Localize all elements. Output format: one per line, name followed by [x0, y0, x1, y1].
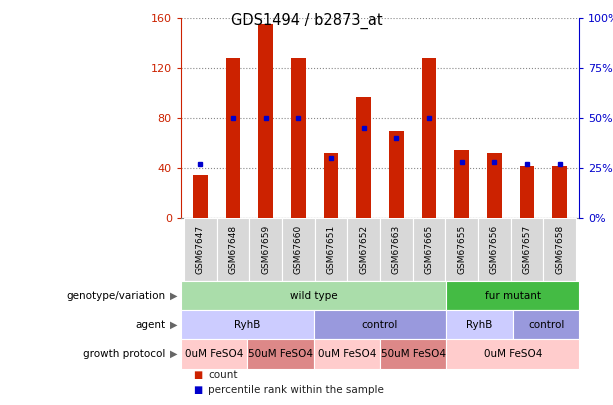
- Text: 0uM FeSO4: 0uM FeSO4: [185, 349, 243, 359]
- Bar: [324, 153, 338, 218]
- Text: ▶: ▶: [170, 320, 177, 330]
- Text: growth protocol: growth protocol: [83, 349, 166, 359]
- Text: RyhB: RyhB: [234, 320, 261, 330]
- Text: GSM67663: GSM67663: [392, 225, 401, 274]
- FancyBboxPatch shape: [511, 218, 543, 281]
- FancyBboxPatch shape: [314, 218, 348, 281]
- FancyBboxPatch shape: [282, 218, 314, 281]
- Text: ▶: ▶: [170, 291, 177, 301]
- Text: genotype/variation: genotype/variation: [66, 291, 166, 301]
- Bar: [291, 58, 306, 218]
- FancyBboxPatch shape: [249, 218, 282, 281]
- Text: GSM67659: GSM67659: [261, 225, 270, 274]
- Bar: [454, 149, 469, 218]
- Text: GSM67655: GSM67655: [457, 225, 466, 274]
- Bar: [552, 166, 567, 218]
- Text: agent: agent: [135, 320, 166, 330]
- Text: count: count: [208, 370, 238, 379]
- Text: GSM67665: GSM67665: [425, 225, 433, 274]
- Text: 0uM FeSO4: 0uM FeSO4: [484, 349, 542, 359]
- Text: control: control: [528, 320, 565, 330]
- Bar: [259, 24, 273, 218]
- Text: control: control: [362, 320, 398, 330]
- Bar: [226, 58, 240, 218]
- FancyBboxPatch shape: [348, 218, 380, 281]
- FancyBboxPatch shape: [543, 218, 576, 281]
- Text: 0uM FeSO4: 0uM FeSO4: [318, 349, 376, 359]
- FancyBboxPatch shape: [380, 218, 413, 281]
- Text: 50uM FeSO4: 50uM FeSO4: [248, 349, 313, 359]
- Text: GSM67658: GSM67658: [555, 225, 564, 274]
- FancyBboxPatch shape: [184, 218, 217, 281]
- Text: GSM67652: GSM67652: [359, 225, 368, 274]
- Text: ■: ■: [193, 385, 202, 395]
- Text: GSM67651: GSM67651: [327, 225, 335, 274]
- Text: GSM67647: GSM67647: [196, 225, 205, 274]
- FancyBboxPatch shape: [446, 218, 478, 281]
- Bar: [520, 166, 535, 218]
- Text: 50uM FeSO4: 50uM FeSO4: [381, 349, 446, 359]
- FancyBboxPatch shape: [217, 218, 249, 281]
- Text: percentile rank within the sample: percentile rank within the sample: [208, 385, 384, 395]
- Bar: [193, 175, 208, 218]
- Bar: [356, 97, 371, 218]
- Text: GDS1494 / b2873_at: GDS1494 / b2873_at: [230, 13, 383, 29]
- Bar: [422, 58, 436, 218]
- Text: ■: ■: [193, 370, 202, 379]
- Text: RyhB: RyhB: [466, 320, 493, 330]
- Text: GSM67656: GSM67656: [490, 225, 499, 274]
- Text: GSM67660: GSM67660: [294, 225, 303, 274]
- Text: GSM67657: GSM67657: [522, 225, 531, 274]
- Text: GSM67648: GSM67648: [229, 225, 238, 274]
- Text: wild type: wild type: [290, 291, 338, 301]
- Bar: [389, 131, 404, 218]
- FancyBboxPatch shape: [413, 218, 446, 281]
- Text: fur mutant: fur mutant: [485, 291, 541, 301]
- FancyBboxPatch shape: [478, 218, 511, 281]
- Bar: [487, 153, 501, 218]
- Text: ▶: ▶: [170, 349, 177, 359]
